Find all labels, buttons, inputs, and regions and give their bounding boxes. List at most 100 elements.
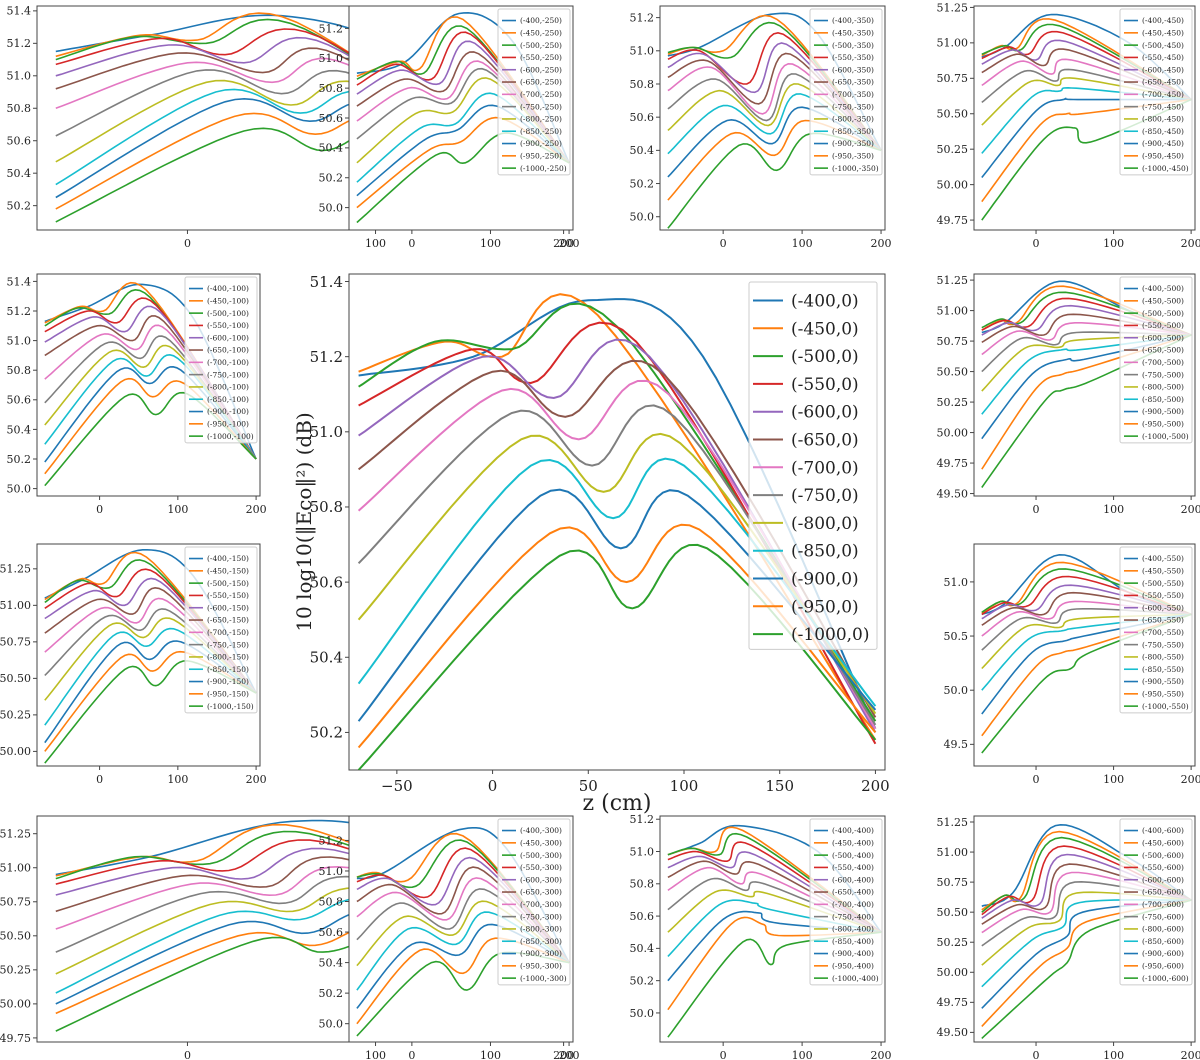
series-line-5	[357, 359, 877, 718]
legend-entry: (-900,-100)	[207, 407, 249, 416]
y-tick-label: 50.50	[937, 365, 969, 378]
legend-entry: (-600,0)	[791, 403, 859, 423]
panel-p_350: 0 100 200 50.0 50.2 50.4 50.6 50.8 51.0 51.2 (-400…	[630, 5, 892, 250]
legend-entry: (-850,-400)	[832, 937, 874, 946]
y-tick-label: 50.25	[0, 709, 31, 722]
series-line-2	[667, 832, 882, 933]
legend-entry: (-750,-450)	[1142, 102, 1184, 111]
legend: (-400,-300) (-450,-300) (-500,-300) (-550,-…	[497, 818, 571, 986]
y-tick-label: 51.2	[630, 11, 655, 24]
series-line-8	[357, 432, 877, 715]
x-tick-label: 200	[1181, 773, 1200, 786]
series-line-11	[981, 899, 1192, 1027]
y-tick-label: 50.00	[937, 966, 969, 979]
legend-entry: (-750,-300)	[520, 912, 562, 921]
series-line-6	[667, 866, 882, 933]
legend-entry: (-700,-600)	[1142, 900, 1184, 909]
legend-entry: (-450,-500)	[1142, 296, 1184, 305]
legend-entry: (-700,-350)	[832, 90, 874, 99]
legend-entry: (-800,-300)	[520, 925, 562, 934]
legend-frame	[497, 818, 571, 986]
legend-entry: (-700,-400)	[832, 900, 874, 909]
legend-entry: (-400,-400)	[832, 826, 874, 835]
y-tick-label: 49.75	[937, 996, 969, 1009]
x-tick-label: 0	[96, 773, 103, 786]
legend-entry: (-700,0)	[791, 458, 859, 478]
x-tick-label: 100	[167, 503, 188, 516]
legend-entry: (-400,0)	[791, 291, 859, 311]
legend-entry: (-600,-550)	[1142, 603, 1184, 612]
legend-entry: (-850,-150)	[207, 665, 249, 674]
legend-frame	[748, 281, 878, 650]
legend-entry: (-550,-100)	[207, 321, 249, 330]
series-line-2	[358, 302, 877, 722]
series-line-4	[981, 584, 1192, 620]
legend-entry: (-450,-100)	[207, 296, 249, 305]
legend: (-400,-600) (-450,-600) (-500,-600) (-550,-…	[1119, 818, 1193, 986]
x-tick-label: 0	[488, 777, 498, 795]
y-tick-label: 49.50	[937, 487, 969, 500]
legend-entry: (-900,-450)	[1142, 139, 1184, 148]
x-tick-label: 100	[792, 1049, 813, 1060]
series-line-3	[981, 845, 1192, 916]
legend-frame	[809, 818, 883, 986]
y-tick-label: 50.6	[630, 910, 655, 923]
y-tick-label: 50.2	[630, 177, 655, 190]
series-line-3	[981, 297, 1192, 336]
legend-entry: (-950,0)	[791, 597, 859, 617]
y-tick-label: 50.4	[319, 142, 344, 155]
legend-entry: (-400,-500)	[1142, 284, 1184, 293]
legend-entry: (-500,-300)	[520, 851, 562, 860]
legend-frame	[809, 8, 883, 176]
legend-entry: (-550,-400)	[832, 863, 874, 872]
legend-entry: (-900,-250)	[520, 139, 562, 148]
x-tick-label: 0	[1033, 773, 1040, 786]
y-tick-label: 50.25	[937, 396, 969, 409]
legend-entry: (-850,-350)	[832, 127, 874, 136]
y-tick-label: 51.25	[937, 816, 969, 829]
legend-entry: (-650,-500)	[1142, 346, 1184, 355]
series-line-10	[981, 899, 1192, 1009]
series-line-7	[981, 331, 1192, 373]
legend-entry: (-700,-550)	[1142, 628, 1184, 637]
legend-entry: (-950,-500)	[1142, 419, 1184, 428]
series-line-2	[981, 23, 1192, 101]
legend-entry: (-550,-600)	[1142, 863, 1184, 872]
y-axis-label: 10 log10(‖Eco‖²) (dB)	[292, 412, 317, 631]
legend-entry: (-850,-550)	[1142, 665, 1184, 674]
legend-entry: (-550,-450)	[1142, 53, 1184, 62]
legend-entry: (-650,-550)	[1142, 616, 1184, 625]
series-line-11	[981, 613, 1192, 737]
legend-entry: (-1000,-300)	[520, 974, 567, 983]
y-tick-label: 50.00	[937, 178, 969, 191]
y-tick-label: 51.00	[0, 862, 31, 875]
x-tick-label: 100	[1103, 773, 1124, 786]
legend-entry: (-700,-150)	[207, 628, 249, 637]
x-tick-label: 200	[559, 237, 580, 250]
legend-entry: (-1000,-150)	[207, 702, 254, 711]
legend-entry: (-600,-300)	[520, 875, 562, 884]
y-tick-label: 51.0	[944, 576, 969, 589]
legend-entry: (-650,-150)	[207, 616, 249, 625]
y-tick-label: 51.00	[937, 304, 969, 317]
legend-entry: (-1000,-100)	[207, 432, 254, 441]
legend-entry: (-450,-150)	[207, 566, 249, 575]
y-tick-label: 50.6	[7, 394, 32, 407]
legend-entry: (-850,0)	[791, 542, 859, 562]
y-tick-label: 50.25	[937, 936, 969, 949]
series-line-7	[667, 877, 882, 933]
x-tick-label: 0	[408, 237, 415, 250]
y-tick-label: 50.6	[310, 573, 343, 591]
legend-entry: (-800,-600)	[1142, 925, 1184, 934]
legend-frame	[184, 546, 258, 714]
y-tick-label: 50.0	[944, 684, 969, 697]
y-tick-label: 50.2	[630, 975, 655, 988]
x-tick-label: 0	[1033, 503, 1040, 516]
x-tick-label: −50	[381, 777, 413, 795]
legend-entry: (-950,-550)	[1142, 689, 1184, 698]
legend-entry: (-1000,-450)	[1142, 164, 1189, 173]
panel-p_300: 0 100 200 50.0 50.2 50.4 50.6 50.8 51.0 51.2 (-400…	[319, 815, 580, 1060]
legend-entry: (-850,-500)	[1142, 395, 1184, 404]
legend: (-400,-100) (-450,-100) (-500,-100) (-550,-…	[184, 276, 258, 444]
legend-entry: (-850,-300)	[520, 937, 562, 946]
